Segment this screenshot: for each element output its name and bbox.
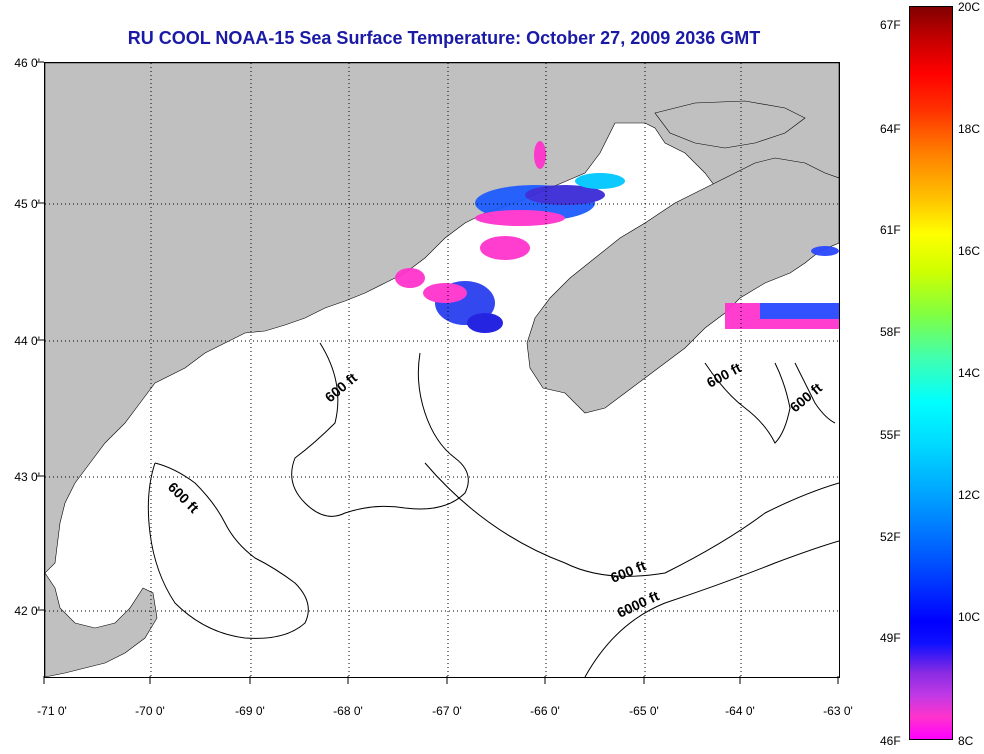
temperature-colorbar <box>909 6 953 740</box>
colorbar-f-label: 58F <box>880 325 901 339</box>
land-pei <box>654 100 806 149</box>
y-tick-label: 45 0' <box>14 197 40 211</box>
colorbar-c-label: 18C <box>958 122 981 136</box>
x-tick-label: -68 0' <box>333 704 363 718</box>
colorbar-c-label: 20C <box>958 0 981 14</box>
y-tick-label: 46 0' <box>14 56 40 70</box>
colorbar-f-label: 55F <box>880 428 901 442</box>
colorbar-f-label: 64F <box>880 122 901 136</box>
colorbar-f-label: 46F <box>880 734 901 748</box>
colorbar-f-label: 67F <box>880 18 901 32</box>
colorbar-c-label: 12C <box>958 488 981 502</box>
x-tick-label: -71 0' <box>37 704 67 718</box>
colorbar-c-label: 14C <box>958 366 981 380</box>
x-tick-label: -69 0' <box>235 704 265 718</box>
map-canvas: 600 ft 600 ft 600 ft 600 ft 600 ft 6000 … <box>45 63 839 677</box>
x-tick-label: -70 0' <box>135 704 165 718</box>
bathymetry-contours <box>147 342 839 677</box>
x-tick-label: -65 0' <box>629 704 659 718</box>
map-title: RU COOL NOAA-15 Sea Surface Temperature:… <box>127 28 761 48</box>
x-tick-label: -67 0' <box>432 704 462 718</box>
colorbar-c-label: 10C <box>958 610 981 624</box>
x-tick-label: -66 0' <box>530 704 560 718</box>
colorbar-c-label: 16C <box>958 244 981 258</box>
y-tick-label: 43 0' <box>14 470 40 484</box>
y-tick-label: 42 0' <box>14 604 40 618</box>
colorbar-f-label: 52F <box>880 530 901 544</box>
sst-map[interactable]: 600 ft 600 ft 600 ft 600 ft 600 ft 6000 … <box>44 62 840 678</box>
x-tick-label: -64 0' <box>725 704 755 718</box>
sst-pixels <box>395 141 839 333</box>
y-tick-label: 44 0' <box>14 334 40 348</box>
colorbar-f-label: 49F <box>880 631 901 645</box>
land-cape-cod <box>45 572 158 677</box>
colorbar-f-label: 61F <box>880 223 901 237</box>
x-tick-label: -63 0' <box>823 704 853 718</box>
colorbar-c-label: 8C <box>958 734 974 748</box>
graticule <box>45 63 839 677</box>
